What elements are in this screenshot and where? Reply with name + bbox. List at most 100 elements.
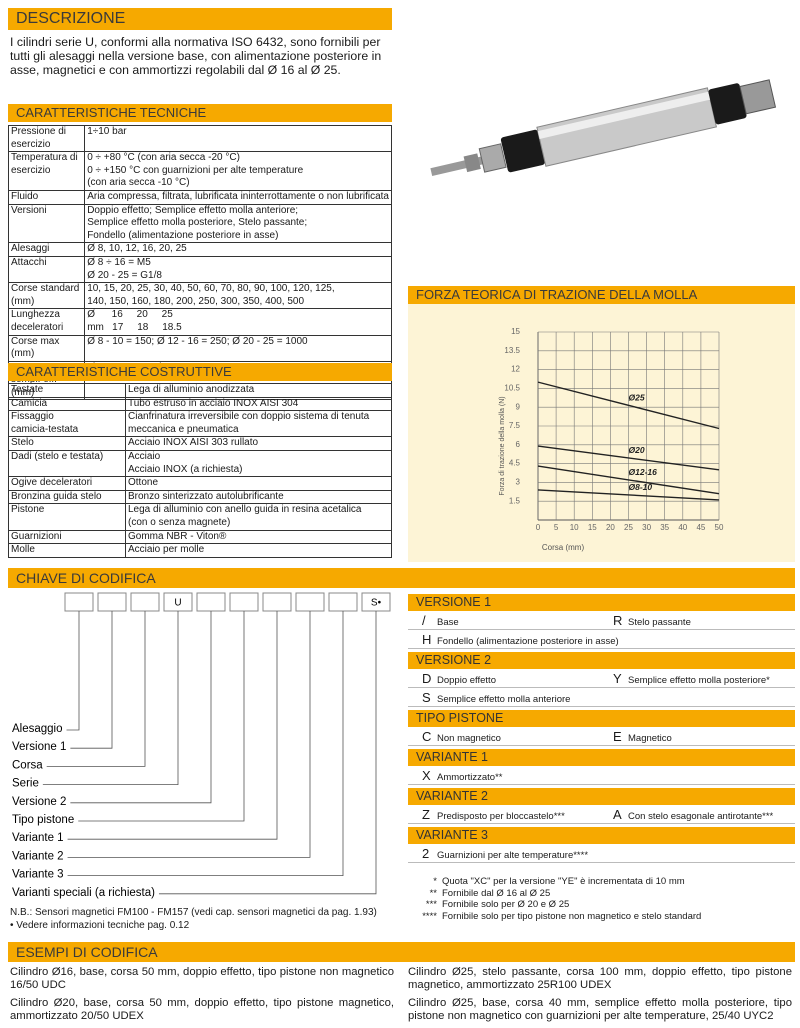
spec-value: Acciaio — [128, 450, 161, 462]
spec-value-cell: 0 ÷ +80 °C (con aria secca -20 °C) 0 ÷ +1… — [84, 151, 392, 191]
series-label: Ø8-10 — [629, 482, 653, 492]
spec-value: Acciaio per molle — [128, 544, 205, 556]
x-tick-label: 40 — [678, 523, 687, 532]
spec-value: 0 ÷ +150 °C con guarnizioni per alte tem… — [87, 164, 304, 176]
x-tick-label: 25 — [624, 523, 633, 532]
spec-value: Ottone — [128, 477, 159, 489]
option-code: Z — [422, 807, 430, 822]
spec-value-cell: Doppio effetto; Semplice effetto molla a… — [84, 203, 392, 244]
footnote-mark: **** — [422, 910, 437, 922]
option-row: 2 Guarnizioni per alte temperature**** — [408, 844, 795, 863]
option-code: A — [613, 807, 622, 822]
spec-label-cell: Pressione di esercizio — [7, 124, 86, 153]
connector — [66, 611, 80, 731]
spec-value-cell: Bronzo sinterizzato autolubrificante — [125, 489, 392, 505]
option-item: Y Semplice effetto molla posteriore* — [613, 671, 770, 686]
option-item: 2 Guarnizioni per alte temperature**** — [422, 846, 588, 861]
spec-value-cell: Ø 8 - 10 = 150; Ø 12 - 16 = 250; Ø 20 - … — [84, 334, 392, 362]
spec-label-cell: Pistone — [8, 503, 126, 531]
footnote-text: Quota "XC" per la versione "YE" è increm… — [442, 876, 685, 887]
spec-label: Camicia — [11, 397, 48, 409]
footnote: *** Fornibile solo per Ø 20 e Ø 25 — [415, 899, 701, 911]
nut — [463, 153, 481, 173]
spec-value: Fondello (alimentazione posteriore in as… — [87, 229, 279, 241]
spec-value: Ø 20 - 25 = G1/8 — [87, 269, 162, 281]
option-text: Stelo passante — [628, 617, 691, 628]
spec-label-cell: Alesaggi — [7, 242, 86, 257]
code-box — [97, 592, 127, 612]
spec-label-cell: Fissaggio camicia-testata — [8, 410, 126, 438]
option-header: VARIANTE 3 — [408, 827, 795, 844]
spec-label: Bronzina guida stelo — [11, 490, 102, 502]
spec-row: Bronzina guida stelo Bronzo sinterizzato … — [8, 489, 392, 505]
option-text: Guarnizioni per alte temperature**** — [437, 850, 589, 861]
spec-value: Bronzo sinterizzato autolubrificante — [128, 490, 284, 502]
option-item: S Semplice effetto molla anteriore — [422, 690, 570, 705]
chart: 1.5 3 4.5 6 7.5 9 10.5 12 13.5 15 0 5 10 15 20 25 30 35 40… — [408, 304, 795, 562]
y-axis-label: Forza di trazione della molla (N) — [499, 396, 506, 495]
spec-label: Lunghezza deceleratori — [11, 309, 64, 333]
y-tick-label: 7.5 — [509, 421, 521, 430]
x-tick-label: 45 — [696, 523, 705, 532]
chart-title: FORZA TEORICA DI TRAZIONE DELLA MOLLA — [408, 286, 795, 304]
spec-row: Fluido Aria compressa, filtrata, lubrific… — [7, 189, 392, 205]
option-text: Predisposto per bloccastelo*** — [437, 811, 565, 822]
footnote: ** Fornibile dal Ø 16 al Ø 25 — [415, 888, 701, 900]
y-tick-label: 4.5 — [509, 459, 521, 468]
notes: N.B.: Sensori magnetici FM100 - FM157 (v… — [10, 906, 377, 932]
spec-row: Camicia Tubo estruso in acciaio INOX AISI… — [8, 396, 392, 412]
option-header: VARIANTE 2 — [408, 788, 795, 805]
option-header: VARIANTE 1 — [408, 749, 795, 766]
spec-label: Versioni — [11, 204, 47, 216]
option-item: R Stelo passante — [613, 613, 691, 628]
options: VERSIONE 1 / Base R Stelo passante H Fondello … — [408, 591, 795, 863]
option-item: Z Predisposto per bloccastelo*** — [422, 807, 565, 822]
code-box — [328, 592, 358, 612]
note: • Vedere informazioni tecniche pag. 0.12 — [10, 920, 190, 931]
spec-label-cell: Ogive deceleratori — [8, 476, 126, 491]
spec-label-cell: Bronzina guida stelo — [8, 489, 126, 505]
footnote: **** Fornibile solo per tipo pistone non … — [415, 911, 701, 923]
spec-label-cell: Fluido — [7, 189, 86, 205]
spec-value-cell: Ø 8, 10, 12, 16, 20, 25 — [84, 242, 392, 257]
x-tick-label: 10 — [570, 523, 579, 532]
series-line — [537, 489, 720, 501]
code-box — [64, 592, 94, 612]
option-code: E — [613, 729, 622, 744]
option-text: Semplice effetto molla anteriore — [437, 694, 571, 705]
option-code: X — [422, 768, 431, 783]
spec-row: Pressione di esercizio 1÷10 bar — [7, 124, 392, 153]
key-label: Versione 1 — [12, 741, 66, 753]
option-code: 2 — [422, 846, 430, 861]
connector — [78, 611, 245, 822]
spec-label: Alesaggi — [11, 243, 50, 255]
option-text: Doppio effetto — [437, 675, 496, 686]
spec-label: Guarnizioni — [11, 530, 62, 542]
spec-label-cell: Temperatura di esercizio — [7, 151, 86, 191]
option-header: TIPO PISTONE — [408, 710, 795, 727]
connector — [46, 611, 146, 767]
spec-label-cell: Lunghezza deceleratori — [7, 308, 86, 336]
y-tick-label: 3 — [516, 478, 521, 487]
spec-value: (con aria secca -10 °C) — [87, 177, 190, 189]
note: N.B.: Sensori magnetici FM100 - FM157 (v… — [10, 907, 377, 918]
spec-label: Ogive deceleratori — [11, 477, 93, 489]
spec-table-wrap: Testate Lega di alluminio anodizzata Camic… — [8, 383, 392, 558]
x-tick-label: 35 — [660, 523, 669, 532]
spec-value-cell: Lega di alluminio anodizzata — [125, 383, 392, 398]
series-line — [537, 445, 720, 471]
spec-label: Pressione di esercizio — [11, 126, 67, 150]
key-label: Variante 2 — [12, 850, 64, 862]
section-header: CHIAVE DI CODIFICA — [8, 568, 795, 588]
x-tick-label: 20 — [606, 523, 615, 532]
x-tick-label: 15 — [588, 523, 597, 532]
spec-row: Corse max (mm) Ø 8 - 10 = 150; Ø 12 - 16 … — [7, 334, 392, 362]
spec-label-cell: Camicia — [8, 396, 126, 412]
option-row: X Ammortizzato** — [408, 766, 795, 785]
nut — [739, 79, 777, 115]
series-line — [537, 465, 720, 495]
nut — [478, 143, 507, 173]
spec-table-wrap: Pressione di esercizio 1÷10 bar Temperatur… — [7, 124, 392, 401]
spec-value: Acciaio INOX (a richiesta) — [128, 463, 243, 475]
spec-value: Ø 8 ÷ 16 = M5 — [87, 256, 151, 268]
